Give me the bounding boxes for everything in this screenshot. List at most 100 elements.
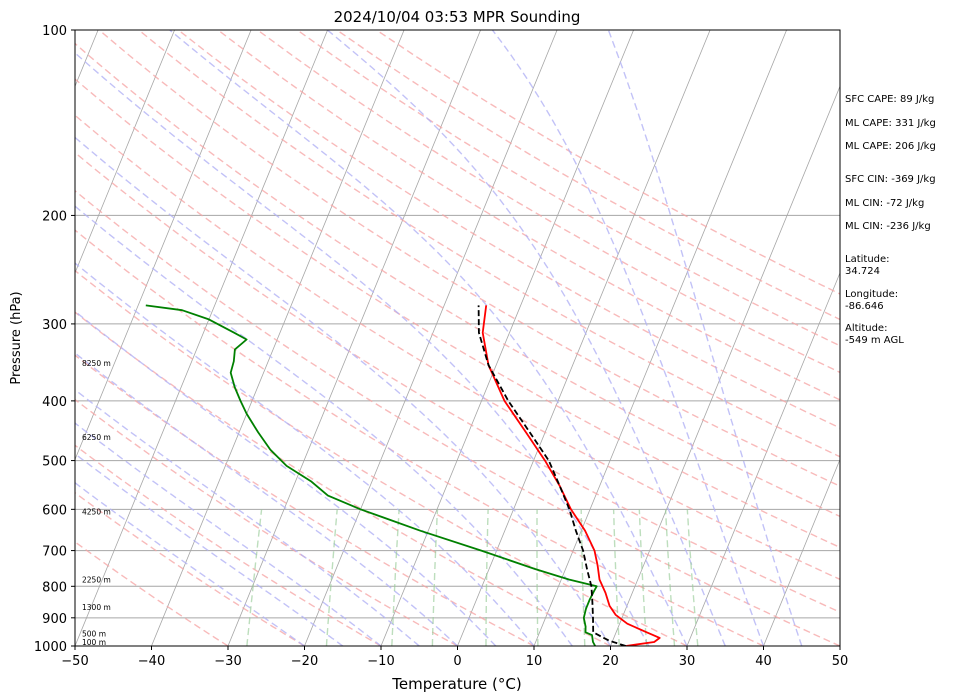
y-tick-label: 700 <box>42 545 67 560</box>
dry-adiabat <box>376 30 840 295</box>
background-lines <box>75 30 840 646</box>
height-label: 100 m <box>82 638 106 647</box>
mixing-ratio-line <box>664 509 676 646</box>
y-tick-label: 400 <box>42 395 67 410</box>
isotherm-line <box>151 30 405 646</box>
isotherm-line <box>686 271 840 646</box>
mixing-ratio-line <box>246 509 263 646</box>
latitude-value: 34.724 <box>845 266 880 277</box>
parcel-trace <box>477 305 627 646</box>
x-tick-label: −30 <box>214 654 241 669</box>
dry-adiabat <box>75 189 840 646</box>
height-label: 2250 m <box>82 576 111 585</box>
mixing-ratio-line <box>325 509 338 646</box>
mixing-ratio-line <box>686 509 699 646</box>
height-label: 6250 m <box>82 433 111 442</box>
dry-adiabat <box>75 491 305 646</box>
moist-adiabat <box>75 310 497 646</box>
mixing-ratio-line <box>638 509 648 646</box>
isotherm-line <box>533 30 787 646</box>
y-tick-label: 800 <box>42 580 67 595</box>
data-traces <box>145 304 661 646</box>
y-tick-label: 900 <box>42 612 67 627</box>
y-tick-label: 300 <box>42 318 67 333</box>
dry-adiabat <box>296 30 840 347</box>
x-tick-label: 0 <box>453 654 461 669</box>
mixing-ratio-line <box>580 509 586 646</box>
height-label: 500 m <box>82 630 106 639</box>
moist-adiabat <box>491 30 765 646</box>
mixing-ratio-line <box>431 509 439 646</box>
ml-cin-text: ML CIN: -236 J/kg <box>845 221 931 232</box>
x-tick-label: −50 <box>61 654 88 669</box>
mixing-ratio-line <box>536 509 539 646</box>
y-axis-label: Pressure (hPa) <box>9 291 24 384</box>
mixing-ratio-line <box>485 509 489 646</box>
dry-adiabat <box>75 151 840 613</box>
moist-adiabat <box>326 30 726 646</box>
mixing-ratio-line <box>391 509 400 646</box>
longitude-label: Longitude: <box>845 289 898 300</box>
dry-adiabat <box>138 30 840 458</box>
temperature-trace <box>481 305 661 646</box>
x-tick-label: −10 <box>367 654 394 669</box>
dry-adiabat <box>336 30 840 321</box>
longitude-value: -86.646 <box>845 301 884 312</box>
stats-panel: SFC CAPE: 89 J/kg ML CAPE: 331 J/kg ML C… <box>845 94 936 346</box>
dry-adiabat <box>75 114 840 581</box>
x-axis-ticks: −50 −40 −30 −20 −10 0 10 20 30 40 50 <box>61 646 848 669</box>
latitude-label: Latitude: <box>845 254 890 265</box>
x-tick-label: −20 <box>291 654 318 669</box>
x-tick-label: 10 <box>526 654 543 669</box>
moist-adiabat <box>75 452 344 646</box>
dry-adiabat <box>75 229 764 646</box>
mixing-ratio-line <box>612 509 620 646</box>
altitude-label: Altitude: <box>845 323 887 334</box>
moist-adiabat <box>75 205 573 646</box>
isotherm-line <box>763 458 840 646</box>
dry-adiabat <box>75 311 611 646</box>
isotherm-line <box>227 30 481 646</box>
sfc-cape-text: SFC CAPE: 89 J/kg <box>845 94 934 105</box>
altitude-value: -549 m AGL <box>845 335 904 346</box>
isotherm-line <box>75 30 252 461</box>
moist-adiabat <box>75 422 382 646</box>
isotherm-line <box>380 30 634 646</box>
moist-adiabat <box>75 352 458 646</box>
height-label: 1300 m <box>82 603 111 612</box>
ml-cape-text: ML CAPE: 331 J/kg <box>845 118 936 129</box>
height-label: 8250 m <box>82 359 111 368</box>
isotherm-line <box>457 30 711 646</box>
x-tick-label: −40 <box>138 654 165 669</box>
chart-title: 2024/10/04 03:53 MPR Sounding <box>334 8 581 26</box>
dry-adiabat <box>75 398 458 646</box>
moist-adiabat <box>75 481 305 646</box>
isotherm-line <box>75 30 328 646</box>
y-tick-label: 500 <box>42 455 67 470</box>
ml-cin-text: ML CIN: -72 J/kg <box>845 198 924 209</box>
x-axis-label: Temperature (°C) <box>391 675 521 693</box>
isotherm-line <box>75 30 175 274</box>
moist-adiabat <box>169 30 688 646</box>
y-tick-label: 100 <box>42 24 67 39</box>
x-tick-label: 30 <box>679 654 696 669</box>
x-tick-label: 20 <box>602 654 619 669</box>
moist-adiabat <box>75 51 650 646</box>
dry-adiabat <box>75 444 382 646</box>
dry-adiabat <box>177 30 840 429</box>
isotherm-line <box>610 85 840 646</box>
ml-cape-text: ML CAPE: 206 J/kg <box>845 141 936 152</box>
moist-adiabat <box>75 262 535 646</box>
dewpoint-trace <box>145 304 598 646</box>
sfc-cin-text: SFC CIN: -369 J/kg <box>845 174 936 185</box>
y-tick-label: 600 <box>42 503 67 518</box>
moist-adiabat <box>75 388 420 646</box>
x-tick-label: 50 <box>832 654 849 669</box>
x-tick-label: 40 <box>755 654 772 669</box>
dry-adiabat <box>75 541 229 646</box>
y-tick-label: 1000 <box>34 640 67 655</box>
dry-adiabat <box>98 30 840 487</box>
dry-adiabat <box>75 354 535 646</box>
